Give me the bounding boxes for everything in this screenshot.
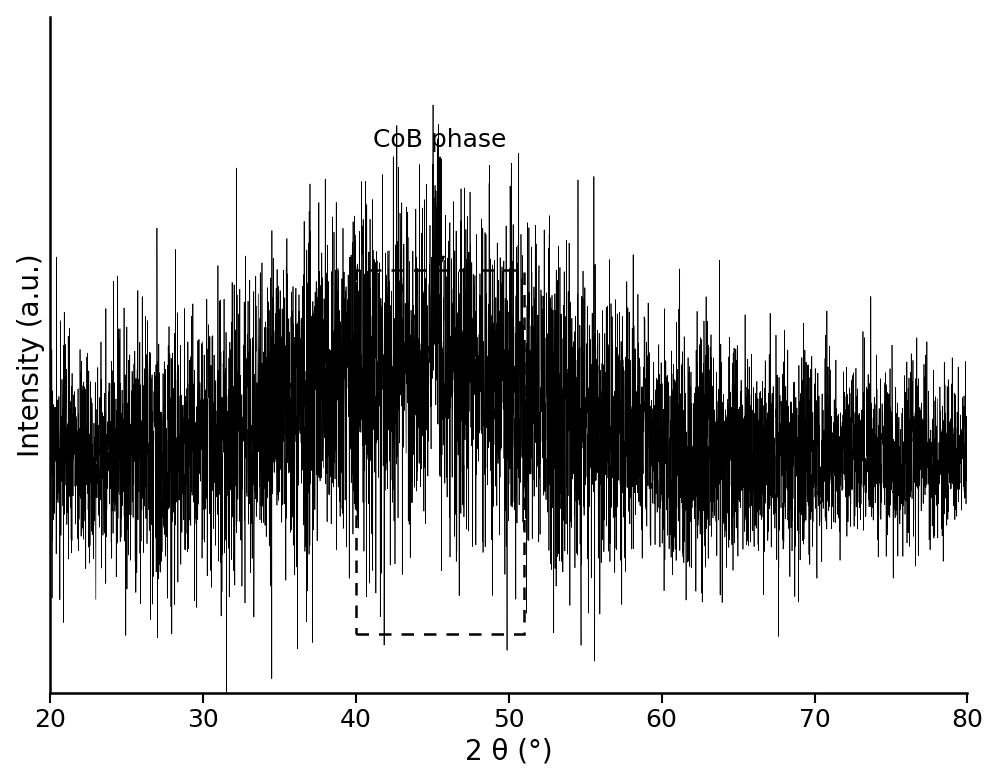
X-axis label: 2 θ (°): 2 θ (°) — [465, 737, 553, 766]
Y-axis label: Intensity (a.u.): Intensity (a.u.) — [17, 253, 45, 457]
Text: CoB phase: CoB phase — [373, 128, 507, 264]
Bar — [356, 270, 524, 634]
